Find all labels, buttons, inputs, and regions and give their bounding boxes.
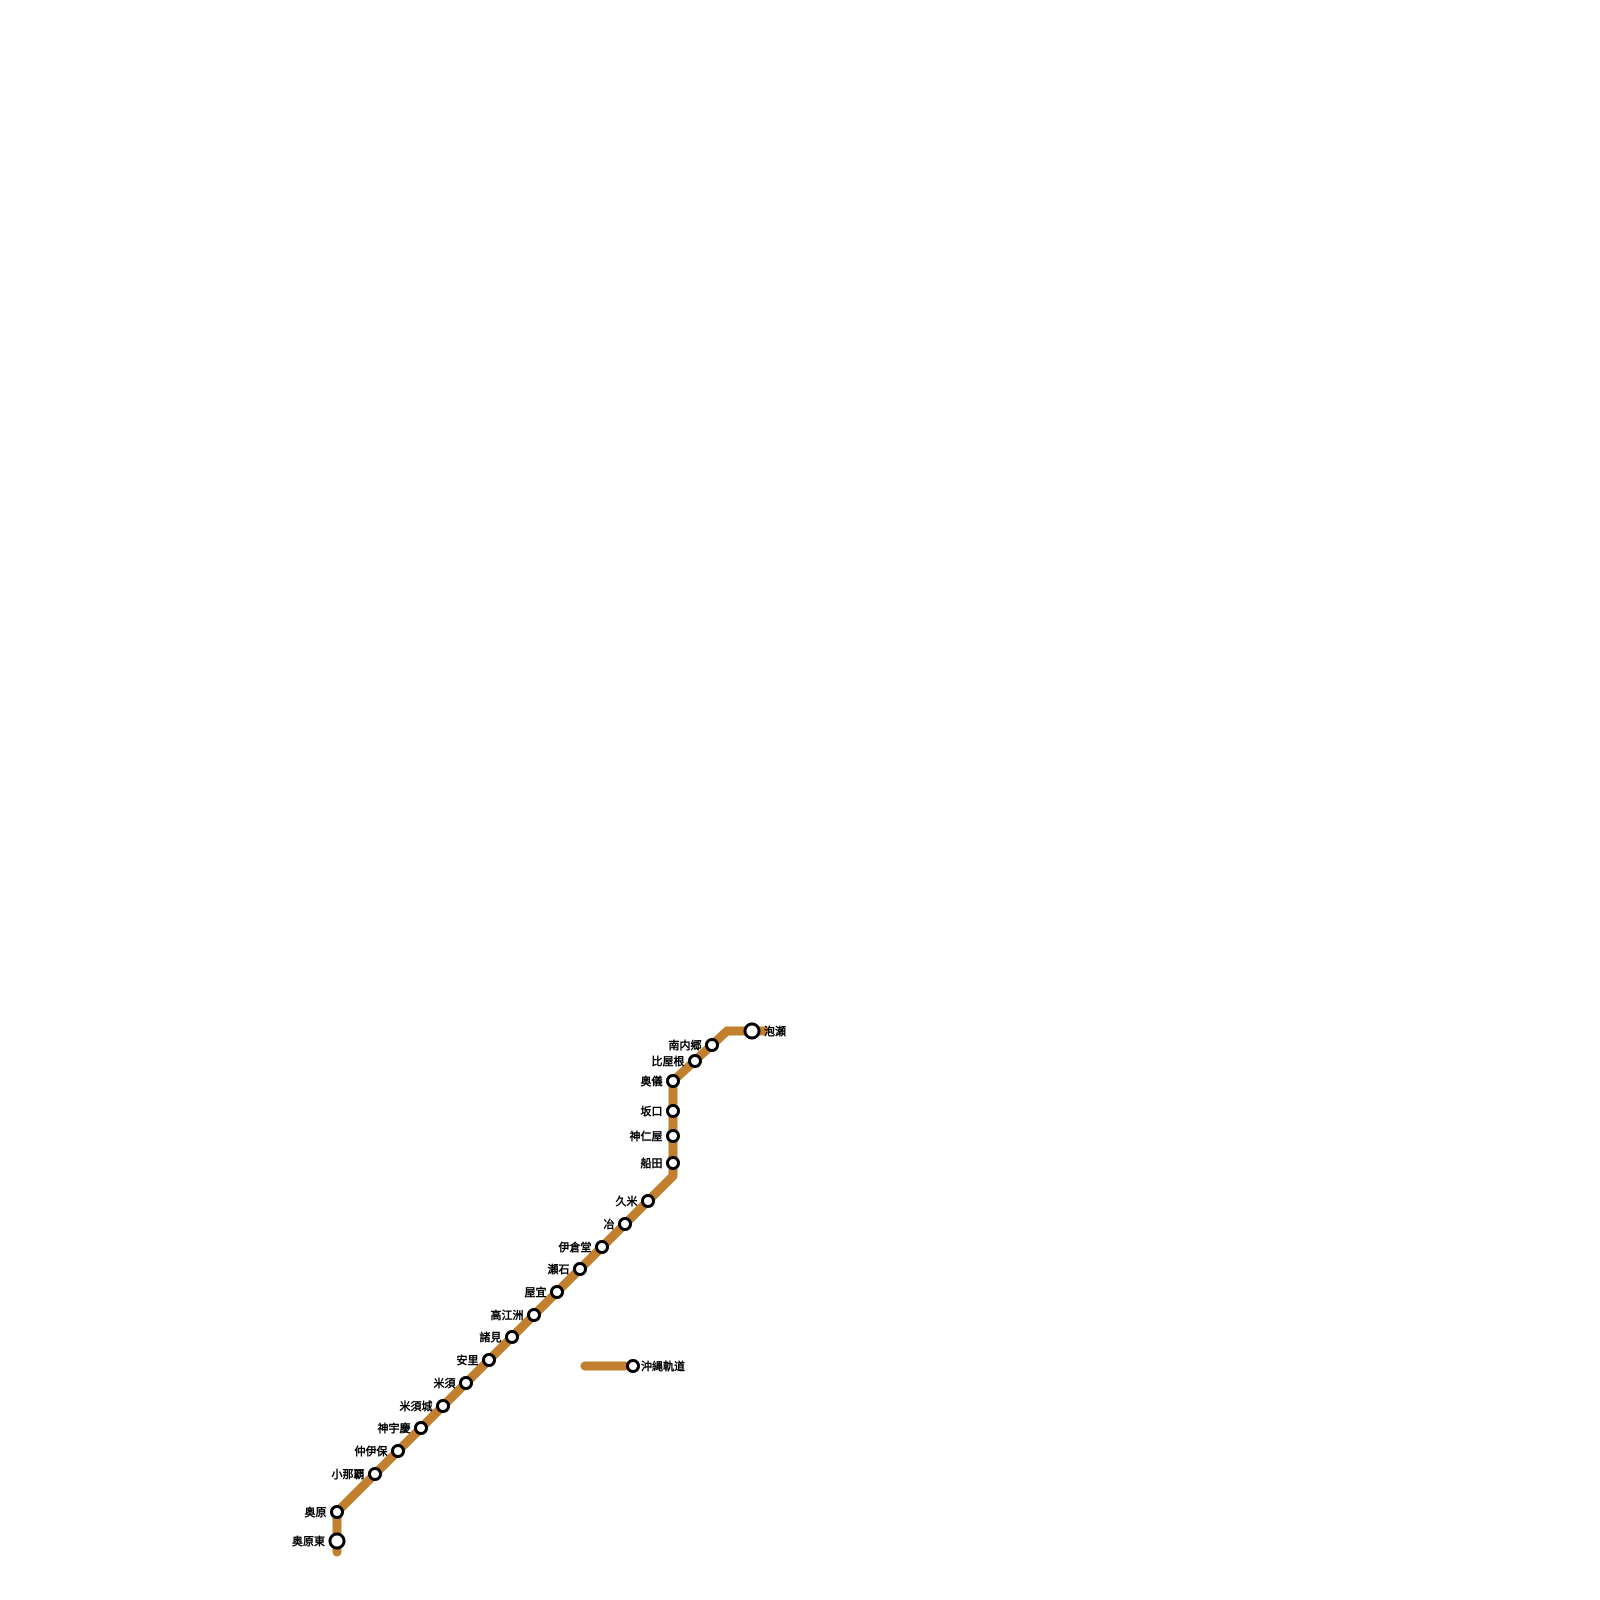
station-marker <box>666 1074 680 1088</box>
station-label: 米須城 <box>399 1399 433 1413</box>
station-label: 久米 <box>616 1194 639 1208</box>
station-marker <box>505 1330 519 1344</box>
station-marker <box>459 1376 473 1390</box>
station-marker <box>688 1054 702 1068</box>
station-label: 泡瀬 <box>764 1024 786 1038</box>
station-label: 奥原東 <box>291 1534 326 1548</box>
station-marker <box>550 1285 564 1299</box>
station-label: 仲伊保 <box>355 1444 389 1458</box>
station-marker <box>527 1308 541 1322</box>
station-label: 瀬石 <box>548 1262 570 1276</box>
station-label: 神仁屋 <box>630 1129 663 1143</box>
station-label: 屋宜 <box>525 1285 547 1299</box>
legend: 沖縄軌道 <box>580 1359 685 1373</box>
station-label: 小那覇 <box>331 1467 365 1481</box>
legend-station-marker <box>626 1359 640 1373</box>
station-marker <box>666 1156 680 1170</box>
station-marker <box>666 1104 680 1118</box>
station-label: 安里 <box>457 1353 479 1367</box>
station-label: 諸見 <box>480 1330 502 1344</box>
station-label: 坂口 <box>641 1104 663 1118</box>
station-marker <box>328 1532 346 1550</box>
station-marker <box>573 1262 587 1276</box>
station-marker <box>618 1217 632 1231</box>
station-marker <box>641 1194 655 1208</box>
station-marker <box>743 1022 761 1040</box>
station-label: 南内郷 <box>669 1038 702 1052</box>
station-label: 高江洲 <box>491 1308 524 1322</box>
station-marker <box>482 1353 496 1367</box>
station-marker <box>368 1467 382 1481</box>
station-marker <box>666 1129 680 1143</box>
legend-line-name: 沖縄軌道 <box>641 1359 685 1373</box>
station-label: 奥原 <box>304 1505 327 1519</box>
station-marker <box>705 1038 719 1052</box>
station-layer <box>328 1022 761 1550</box>
station-label: 船田 <box>641 1156 663 1170</box>
station-label: 比屋根 <box>652 1054 686 1068</box>
station-label: 奥儀 <box>640 1074 663 1088</box>
station-marker <box>391 1444 405 1458</box>
station-label: 伊倉堂 <box>558 1240 592 1254</box>
station-label: 米須 <box>433 1376 457 1390</box>
station-label: 神宇慶 <box>378 1421 411 1435</box>
station-marker <box>595 1240 609 1254</box>
station-marker <box>330 1505 344 1519</box>
station-marker <box>436 1399 450 1413</box>
station-marker <box>414 1421 428 1435</box>
station-label: 冶 <box>604 1217 615 1231</box>
